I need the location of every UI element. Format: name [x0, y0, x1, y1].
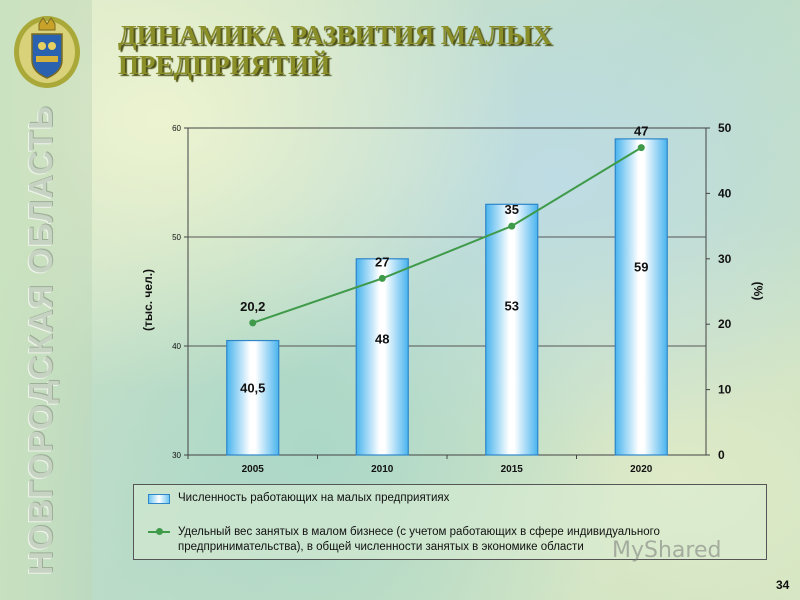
line-point [637, 144, 645, 152]
line-value-label: 35 [505, 202, 519, 217]
chart-legend: Численность работающих на малых предприя… [133, 484, 767, 560]
coat-of-arms-icon [14, 16, 80, 88]
x-tick-label: 2020 [630, 464, 653, 475]
bar-swatch-icon [148, 494, 170, 504]
y-left-tick-label: 40 [172, 342, 181, 351]
bar-value-label: 40,5 [240, 380, 265, 395]
page-number: 34 [776, 578, 790, 592]
series-line [252, 146, 642, 324]
bar [226, 339, 280, 456]
data-labels: 40,5 48 53 59 20,2 27 35 47 [240, 124, 648, 396]
y-right-tick-label: 20 [718, 317, 732, 331]
y-axis-left-label: (тыс. чел.) [141, 269, 155, 331]
x-tick-label: 2010 [371, 464, 394, 475]
y-right-tick-label: 40 [718, 186, 732, 200]
line-value-label: 27 [375, 254, 389, 269]
y-axis-right-label: (%) [751, 282, 765, 301]
y-left-tick-label: 30 [172, 451, 181, 460]
line-value-label: 47 [634, 124, 648, 139]
x-tick-label: 2015 [501, 464, 524, 475]
y-left-tick-label: 50 [172, 233, 181, 242]
side-band [0, 0, 92, 600]
legend-label-bars: Численность работающих на малых предприя… [178, 492, 450, 504]
line-series [249, 144, 645, 327]
bar-value-label: 48 [375, 331, 389, 346]
myshared-logo-icon: MyShared [612, 538, 722, 563]
line-point [508, 222, 516, 230]
bar [355, 258, 409, 456]
line-point [378, 274, 386, 282]
legend-label-line: Удельный вес занятых в малом бизнесе (с … [178, 526, 660, 553]
bars [226, 138, 668, 456]
y-right-tick-label: 50 [718, 121, 732, 135]
y-right-tick-label: 0 [718, 448, 725, 462]
bar-value-label: 59 [634, 259, 648, 274]
axis-ticks: 30 40 50 60 0 10 20 30 40 50 2005 2010 2015 2020 [172, 121, 732, 475]
bar-value-label: 53 [505, 299, 519, 314]
line-point [249, 319, 257, 327]
x-tick-label: 2005 [242, 464, 265, 475]
y-right-tick-label: 10 [718, 383, 732, 397]
bar [614, 138, 668, 456]
y-right-tick-label: 30 [718, 252, 732, 266]
line-marker-icon [156, 528, 163, 535]
bar [485, 203, 539, 456]
page-title: ДИНАМИКА РАЗВИТИЯ МАЛЫХ ПРЕДПРИЯТИЙ [118, 20, 552, 80]
line-value-label: 20,2 [240, 299, 265, 314]
y-left-tick-label: 60 [172, 124, 181, 133]
